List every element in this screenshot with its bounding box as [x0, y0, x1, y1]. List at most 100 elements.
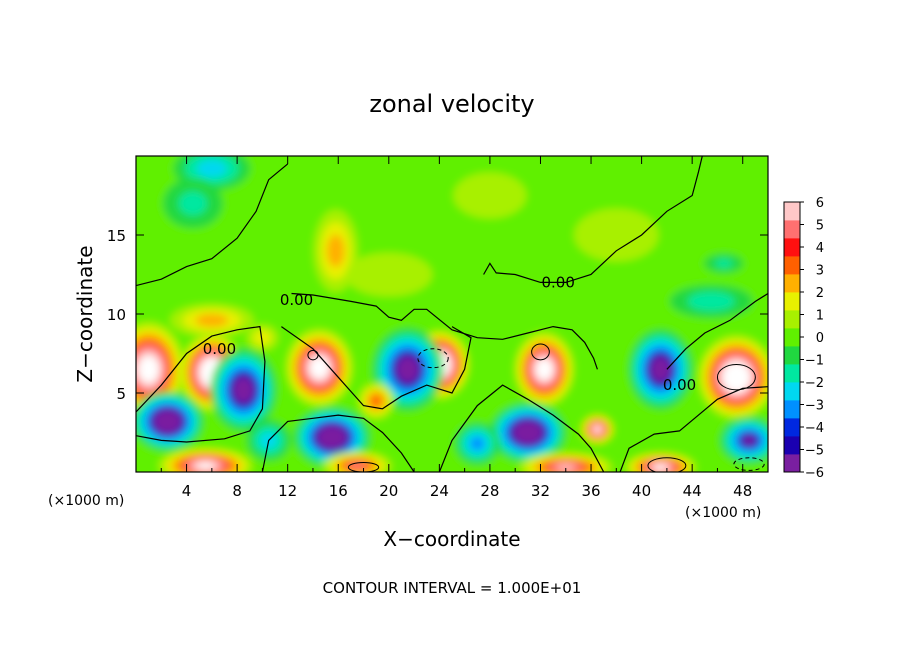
- colorbar-band: [784, 400, 800, 419]
- field-level-29: [574, 208, 659, 262]
- field-level-22: [253, 330, 272, 346]
- colorbar-tick-label: −2: [805, 376, 824, 391]
- x-tick-label: 8: [232, 482, 242, 500]
- field-level-28: [345, 252, 433, 297]
- zero-contour-3: [136, 325, 266, 443]
- x-tick-label: 48: [733, 482, 752, 500]
- field-level-30: [453, 172, 527, 219]
- minor-contour-0: [417, 348, 449, 369]
- zero-contour-6: [438, 384, 605, 472]
- colorbar-tick-label: 6: [816, 196, 824, 211]
- colorbar-tick-label: −5: [805, 444, 824, 459]
- colorbar-band: [784, 418, 800, 437]
- colorbar-band: [784, 346, 800, 365]
- colorbar-band: [784, 274, 800, 293]
- minor-contour-6: [733, 457, 765, 471]
- field-level-10: [521, 427, 534, 438]
- chart-title: zonal velocity: [369, 90, 534, 118]
- contour-label: 0.00: [203, 340, 236, 358]
- field-level-26: [687, 291, 735, 311]
- zero-contour-0: [136, 163, 289, 287]
- minor-contour-5: [347, 462, 380, 472]
- colorbar-tick-label: 0: [816, 331, 824, 346]
- contour-label: 0.00: [541, 273, 574, 291]
- x-tick-label: 16: [329, 482, 348, 500]
- y-tick-label: 10: [107, 306, 126, 324]
- zero-contour-4: [261, 414, 415, 472]
- colorbar-tick-label: 3: [816, 264, 824, 279]
- field-level-18: [654, 464, 667, 470]
- colorbar-tick-label: −1: [805, 354, 824, 369]
- field-level-17: [556, 464, 576, 471]
- colorbar-tick-label: 1: [816, 309, 824, 324]
- x-axis: 4 8 12 16 20 24 28 32 36 40 44 48: [160, 156, 752, 500]
- field-level-15: [197, 462, 214, 469]
- field-level-8: [325, 432, 338, 442]
- colorbar-band: [784, 256, 800, 275]
- colorbar-tick-label: −4: [805, 421, 824, 436]
- x-tick-label: 12: [278, 482, 297, 500]
- colorbar-band: [784, 364, 800, 383]
- x-axis-units-right: (×1000 m): [685, 505, 761, 521]
- field-level-19: [594, 426, 601, 432]
- minor-contour-1: [307, 349, 319, 361]
- field-level-0: [143, 361, 155, 377]
- field-level-9: [401, 361, 415, 377]
- contour-lines: [136, 156, 768, 472]
- field-level-27: [714, 259, 733, 268]
- contour-label: 0.00: [280, 291, 313, 309]
- colorbar-band: [784, 382, 800, 401]
- minor-contour-2: [531, 343, 550, 361]
- colorbar-tick-label: 5: [816, 219, 824, 234]
- field-level-20: [370, 395, 382, 407]
- x-tick-label: 28: [480, 482, 499, 500]
- velocity-field: [136, 156, 768, 472]
- field-level-2: [314, 361, 325, 374]
- colorbar-band: [784, 238, 800, 257]
- minor-contour-3: [716, 364, 756, 391]
- zero-contour-5: [281, 326, 472, 410]
- x-axis-label: X−coordinate: [383, 527, 520, 551]
- minor-contour-4: [647, 457, 687, 472]
- colorbar-band: [784, 454, 800, 473]
- x-tick-label: 20: [379, 482, 398, 500]
- colorbar-band: [784, 220, 800, 239]
- field-level-21: [195, 313, 229, 327]
- field-level-7: [237, 382, 250, 398]
- field-level-25: [178, 191, 208, 216]
- field-level-5: [731, 371, 742, 384]
- colorbar-tick-label: −6: [805, 466, 824, 481]
- colorbar-band: [784, 292, 800, 311]
- field-level-13: [470, 437, 485, 450]
- contour-label: 0.00: [663, 376, 696, 394]
- colorbar-band: [784, 310, 800, 329]
- zero-contour-2: [483, 156, 703, 283]
- colorbar-tick-label: −3: [805, 399, 824, 414]
- field-level-6: [161, 416, 174, 427]
- field-level-12: [742, 435, 756, 446]
- field-level-24: [196, 159, 227, 178]
- colorbar-tick-label: 4: [816, 241, 824, 256]
- zero-contour-1: [291, 292, 598, 370]
- colorbar-tick-label: 2: [816, 286, 824, 301]
- x-tick-label: 40: [632, 482, 651, 500]
- field-level-4: [539, 363, 549, 376]
- zero-contour-8: [666, 292, 768, 370]
- x-tick-label: 4: [182, 482, 192, 500]
- y-axis: 5 10 15: [107, 227, 768, 403]
- x-tick-label: 36: [581, 482, 600, 500]
- x-tick-label: 44: [683, 482, 702, 500]
- colorbar-band: [784, 202, 800, 221]
- field-level-11: [654, 362, 667, 377]
- field-level-23: [327, 234, 345, 268]
- contour-interval-note: CONTOUR INTERVAL = 1.000E+01: [323, 579, 582, 597]
- y-tick-label: 15: [107, 227, 126, 245]
- colorbar-band: [784, 436, 800, 455]
- x-tick-label: 24: [430, 482, 449, 500]
- colorbar-band: [784, 328, 800, 347]
- x-axis-units-left: (×1000 m): [48, 493, 124, 509]
- y-tick-label: 5: [116, 385, 126, 403]
- colorbar: 6 5 4 3 2 1 0 −1 −2 −3 −4 −5 −6: [783, 196, 824, 481]
- y-axis-label: Z−coordinate: [73, 245, 97, 382]
